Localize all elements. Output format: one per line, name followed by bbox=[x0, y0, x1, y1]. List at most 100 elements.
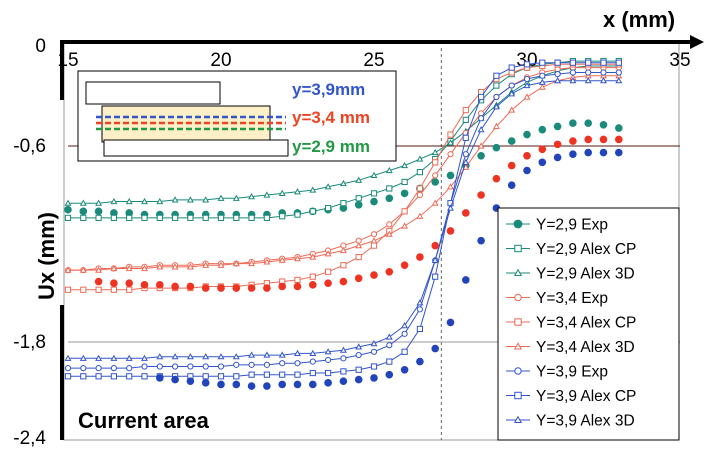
data-point bbox=[370, 171, 378, 178]
data-point bbox=[539, 59, 546, 66]
data-point bbox=[477, 126, 485, 133]
data-point bbox=[355, 195, 362, 202]
data-point bbox=[600, 69, 607, 76]
data-point bbox=[263, 351, 271, 358]
data-point bbox=[493, 93, 500, 101]
data-point bbox=[569, 119, 577, 127]
data-point bbox=[431, 344, 440, 353]
data-point bbox=[110, 354, 118, 361]
data-point bbox=[370, 197, 378, 206]
data-point bbox=[385, 370, 394, 379]
data-point bbox=[431, 199, 439, 206]
data-point bbox=[263, 361, 270, 368]
data-point bbox=[462, 209, 470, 217]
legend-frame bbox=[497, 207, 680, 441]
data-point bbox=[324, 279, 332, 288]
data-point bbox=[462, 134, 469, 141]
data-point bbox=[401, 161, 409, 169]
data-point bbox=[477, 152, 485, 160]
data-point bbox=[355, 351, 362, 359]
data-point bbox=[171, 196, 179, 203]
data-point bbox=[386, 221, 393, 228]
data-point bbox=[125, 279, 133, 288]
y-axis-label: Ux (mm) bbox=[34, 212, 59, 300]
x-tick-label: 20 bbox=[210, 50, 231, 71]
data-point bbox=[370, 340, 378, 347]
data-point bbox=[507, 161, 516, 170]
data-point bbox=[263, 214, 270, 221]
data-point bbox=[447, 151, 454, 158]
data-point bbox=[370, 190, 378, 197]
data-point bbox=[95, 266, 103, 273]
data-point bbox=[401, 348, 408, 355]
data-point bbox=[217, 353, 225, 360]
y-tick-label: -0,6 bbox=[13, 136, 46, 157]
legend-entry-label: Y=2,9 Alex 3D bbox=[536, 266, 635, 283]
y-tick-label: -1,8 bbox=[13, 332, 46, 353]
data-point bbox=[80, 365, 87, 372]
data-point bbox=[569, 77, 577, 84]
data-point bbox=[309, 186, 317, 193]
data-point bbox=[95, 286, 102, 293]
data-point bbox=[355, 176, 363, 183]
y-tick-label: 0 bbox=[35, 36, 46, 57]
data-point bbox=[584, 135, 592, 144]
data-point bbox=[355, 343, 363, 350]
data-point bbox=[141, 197, 148, 205]
data-point bbox=[523, 166, 531, 175]
data-point bbox=[80, 373, 87, 380]
data-point bbox=[232, 380, 241, 389]
data-point bbox=[186, 263, 194, 270]
data-point bbox=[156, 281, 164, 289]
data-point bbox=[202, 373, 209, 380]
data-point bbox=[80, 286, 87, 293]
x-tick-label: 35 bbox=[669, 50, 690, 71]
data-point bbox=[172, 363, 179, 370]
data-point bbox=[554, 59, 561, 66]
data-point bbox=[507, 181, 516, 189]
x-tick-label: 15 bbox=[57, 50, 78, 71]
inset-lower-bar bbox=[103, 139, 289, 157]
data-point bbox=[309, 369, 316, 377]
data-point bbox=[523, 75, 531, 83]
axes bbox=[60, 35, 704, 440]
data-point bbox=[538, 125, 547, 134]
legend-entry-label: Y=2,9 Alex CP bbox=[536, 241, 636, 258]
data-point bbox=[126, 214, 133, 221]
data-point bbox=[416, 253, 424, 261]
data-point bbox=[233, 373, 240, 380]
data-point bbox=[513, 415, 523, 424]
data-point bbox=[401, 330, 408, 337]
data-point bbox=[186, 282, 195, 291]
data-point bbox=[110, 279, 118, 288]
data-point bbox=[462, 116, 469, 123]
data-point bbox=[95, 365, 102, 372]
data-point bbox=[615, 59, 622, 66]
data-point bbox=[446, 318, 455, 327]
data-point bbox=[538, 83, 546, 90]
data-point bbox=[110, 286, 118, 293]
data-point bbox=[554, 77, 562, 84]
data-point bbox=[432, 273, 439, 280]
data-point bbox=[294, 211, 301, 218]
data-point bbox=[202, 196, 210, 203]
data-point bbox=[278, 256, 286, 263]
data-point bbox=[386, 342, 393, 349]
data-point bbox=[355, 242, 363, 249]
data-point bbox=[538, 145, 547, 154]
data-point bbox=[385, 166, 393, 174]
data-point bbox=[94, 207, 103, 216]
data-point bbox=[263, 258, 271, 265]
data-point bbox=[187, 214, 194, 221]
data-point bbox=[294, 360, 301, 367]
data-point bbox=[309, 281, 317, 289]
data-point bbox=[278, 282, 287, 291]
data-point bbox=[156, 353, 164, 360]
data-point bbox=[186, 196, 194, 203]
data-point bbox=[508, 82, 515, 89]
data-point bbox=[95, 199, 103, 206]
data-point bbox=[217, 214, 225, 221]
data-point bbox=[523, 130, 531, 139]
data-point bbox=[354, 201, 363, 209]
